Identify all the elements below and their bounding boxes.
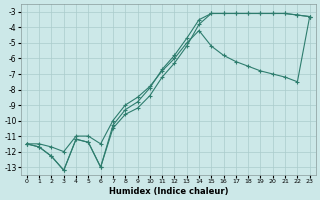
X-axis label: Humidex (Indice chaleur): Humidex (Indice chaleur) [108, 187, 228, 196]
